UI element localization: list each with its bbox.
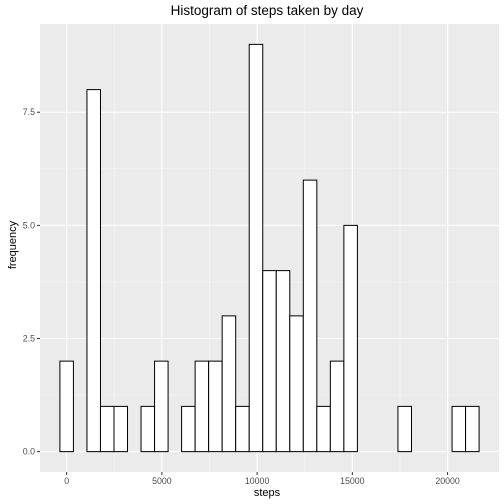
histogram-bar (86, 89, 101, 453)
histogram-bar (275, 270, 291, 453)
histogram-bar (289, 315, 304, 453)
x-axis: 0 5000 10000 15000 20000 (64, 472, 460, 486)
histogram-bar (235, 405, 250, 453)
x-axis-title: steps (254, 487, 281, 499)
y-tick-label: 2.5 (23, 334, 35, 344)
histogram-bar (451, 405, 467, 453)
y-axis: 0.0 2.5 5.0 7.5 (23, 107, 40, 457)
y-tick-label: 5.0 (23, 220, 35, 230)
histogram-bar (140, 405, 156, 453)
histogram-bar (248, 43, 264, 453)
histogram-bar (99, 405, 115, 453)
y-tick-label: 0.0 (23, 447, 35, 457)
histogram-bar (194, 360, 210, 453)
histogram-bar (329, 360, 345, 453)
histogram-bar (343, 224, 358, 453)
histogram-bar (59, 360, 74, 453)
x-tick-label: 20000 (435, 476, 460, 486)
histogram-bar (154, 360, 169, 453)
x-tick-label: 15000 (340, 476, 365, 486)
histogram-bar (262, 270, 277, 453)
x-tick-label: 5000 (152, 476, 172, 486)
histogram-bar (302, 179, 318, 453)
histogram-bar (397, 405, 412, 453)
histogram-bar (113, 405, 129, 453)
x-tick-label: 0 (64, 476, 69, 486)
histogram-bar (208, 360, 223, 453)
histogram-bar (465, 405, 480, 453)
histogram-bars (59, 43, 480, 453)
chart-title: Histogram of steps taken by day (171, 3, 364, 18)
y-axis-title: frequency (7, 220, 19, 269)
y-tick-label: 7.5 (23, 107, 35, 117)
x-tick-label: 10000 (245, 476, 270, 486)
histogram-bar (316, 405, 331, 453)
histogram-bar (221, 315, 237, 453)
histogram-bar (181, 405, 196, 453)
